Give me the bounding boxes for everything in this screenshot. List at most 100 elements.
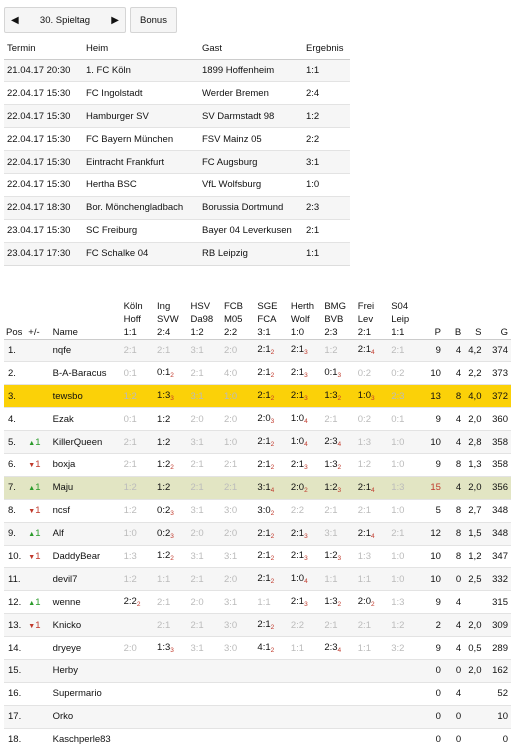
player-name[interactable]: ncsf: [50, 498, 122, 523]
tip-value: 1:2: [157, 482, 171, 494]
standings-row[interactable]: 5. ▲1 KillerQueen 2:1 1:2 3:1 1:0 2:12 1:04 2:34 1…: [4, 430, 511, 454]
standings-row[interactable]: 3. tewsbo 1:2 1:33 3:1 1:0 2:12 2:13 1:32 1:03 2:3…: [4, 384, 511, 408]
tip-cell: 2:12: [255, 544, 289, 568]
player-name[interactable]: Kaschperle83: [50, 727, 122, 752]
total-p: 9: [422, 636, 444, 660]
tip-points: 3: [304, 555, 308, 563]
standings-row[interactable]: 16. Supermario 0 4 52: [4, 681, 511, 706]
standings-row[interactable]: 6. ▼1 boxja 2:1 1:22 2:1 2:1 2:12 2:13 1:32 1:2 1:0…: [4, 452, 511, 477]
total-g: 52: [484, 681, 511, 706]
fixture-away-team: Bayer 04 Leverkusen: [199, 218, 303, 243]
player-name[interactable]: boxja: [50, 452, 122, 477]
trend-value: 1: [35, 505, 41, 517]
total-s: 0,5: [464, 636, 485, 660]
player-name[interactable]: tewsbo: [50, 384, 122, 408]
rank: 2.: [4, 361, 27, 385]
fixture-date: 22.04.17 15:30: [4, 104, 83, 128]
next-arrow-icon[interactable]: ▶: [111, 14, 119, 26]
tip-score: 2:0: [191, 597, 204, 608]
total-g: 332: [484, 567, 511, 591]
tip-points: 2: [170, 463, 174, 471]
tip-points: 3: [337, 372, 342, 380]
tip-cell: 2:2: [288, 498, 323, 523]
tip-value: 0:2: [157, 527, 171, 539]
player-name[interactable]: Supermario: [50, 681, 122, 706]
tip-score: 2:12: [257, 528, 275, 540]
tip-value: 3:1: [324, 528, 338, 540]
prev-arrow-icon[interactable]: ◀: [11, 14, 19, 26]
rank: 3.: [4, 384, 27, 408]
player-name[interactable]: dryeye: [50, 636, 122, 660]
fixture-home-team: FC Bayern München: [83, 127, 199, 151]
bonus-button[interactable]: Bonus: [130, 7, 177, 33]
tip-value: 1:1: [290, 642, 305, 654]
standings-row[interactable]: 8. ▼1 ncsf 1:2 0:23 3:1 3:0 3:02 2:2 2:1 2:1 1:0 5 8 2…: [4, 498, 511, 523]
tip-cell: 2:1: [121, 452, 156, 477]
standings-row[interactable]: 13. ▼1 Knicko 2:1 2:1 3:0 2:12 2:2 2:1 2:1 1:2 2 4 2,…: [4, 613, 511, 637]
total-g: 373: [484, 361, 511, 385]
tip-value: 1:0: [223, 436, 238, 448]
total-p: 9: [422, 452, 444, 477]
player-name[interactable]: Herby: [50, 658, 122, 683]
standings-row[interactable]: 17. Orko 0 0 10: [4, 704, 511, 729]
tip-value: 1:1: [357, 642, 371, 654]
tip-cell: [355, 681, 390, 706]
tip-cell: 0:1: [389, 407, 423, 431]
standings-row[interactable]: 18. Kaschperle83 0 0 0: [4, 727, 511, 752]
standings-row[interactable]: 9. ▲1 Alf 1:0 0:23 2:0 2:0 2:12 2:13 3:1 2:14 2:1 12…: [4, 521, 511, 546]
tip-value: 1:3: [123, 550, 137, 562]
standings-row[interactable]: 2. B-A-Baracus 0:1 0:12 2:1 4:0 2:12 2:13 0:13 0:…: [4, 361, 511, 385]
tip-points: 2: [337, 395, 342, 403]
tip-cell: 3:1: [221, 590, 256, 614]
tip-value: 1:1: [257, 596, 271, 608]
standings-row[interactable]: 10. ▼1 DaddyBear 1:3 1:22 3:1 3:1 2:12 2:13 1:23 1…: [4, 544, 511, 568]
tip-score: 1:22: [157, 550, 174, 562]
total-p: 10: [422, 361, 444, 385]
tip-score: 0:12: [157, 367, 174, 379]
standings-row[interactable]: 7. ▲1 Maju 1:2 1:2 2:1 2:1 3:14 2:02 1:23 2:14 1:3 1…: [4, 475, 511, 500]
tip-score: 0:1: [124, 368, 137, 379]
tip-points: 4: [304, 418, 308, 426]
tip-score: 1:0: [391, 551, 404, 562]
tip-cell: 4:12: [255, 636, 289, 660]
player-name[interactable]: KillerQueen: [50, 430, 122, 454]
total-g: 10: [484, 704, 511, 729]
standings-row[interactable]: 1. nqfe 2:1 2:1 3:1 2:0 2:12 2:13 1:2 2:14 2:1 9 4 4,…: [4, 339, 511, 362]
player-name[interactable]: Ezak: [50, 407, 122, 431]
player-name[interactable]: devil7: [50, 567, 122, 591]
player-name[interactable]: Maju: [50, 475, 122, 500]
triangle-up-icon: ▲: [28, 531, 36, 539]
standings-row[interactable]: 11. devil7 1:2 1:1 2:1 2:0 2:12 1:04 1:1 1:1 1:0 10…: [4, 567, 511, 591]
tip-value: 0:1: [324, 367, 338, 379]
game-header-result: 2:3: [324, 326, 338, 338]
tip-cell: [188, 658, 222, 683]
standings-row[interactable]: 4. Ezak 0:1 1:2 2:0 2:0 2:03 1:04 2:1 0:2 0:1 9 4 2,0…: [4, 407, 511, 431]
tip-cell: 0:13: [322, 361, 356, 385]
standings-row[interactable]: 15. Herby 0 0 2,0 162: [4, 658, 511, 683]
tip-cell: 3:1: [188, 544, 222, 568]
player-name[interactable]: B-A-Baracus: [50, 361, 122, 385]
player-name[interactable]: DaddyBear: [50, 544, 122, 568]
player-name[interactable]: Orko: [50, 704, 122, 729]
player-name[interactable]: Alf: [50, 521, 122, 546]
rank: 12.: [4, 590, 27, 614]
player-name[interactable]: wenne: [50, 590, 122, 614]
tip-points: 2: [270, 463, 275, 471]
tip-value: 1:1: [157, 573, 171, 585]
tip-cell: 2:1: [155, 613, 189, 637]
player-name[interactable]: nqfe: [50, 339, 122, 362]
col-header-trend: +/-: [26, 294, 51, 340]
tip-score: 2:1: [224, 459, 237, 470]
tip-value: 2:0: [290, 481, 305, 493]
standings-row[interactable]: 14. dryeye 2:0 1:33 3:1 3:0 4:12 1:1 2:34 1:1 3:2 9…: [4, 636, 511, 660]
tip-points: 2: [270, 532, 275, 540]
tip-points: 2: [270, 624, 275, 632]
player-name[interactable]: Knicko: [50, 613, 122, 637]
standings-body: 1. nqfe 2:1 2:1 3:1 2:0 2:12 2:13 1:2 2:14 2:1 9 4 4,…: [4, 339, 511, 752]
tip-cell: 1:32: [322, 452, 356, 477]
standings-row[interactable]: 12. ▲1 wenne 2:22 2:1 2:0 3:1 1:1 2:13 1:32 2:02 1:…: [4, 590, 511, 614]
trend: [26, 727, 51, 752]
total-g: 358: [484, 452, 511, 477]
trend: ▲1: [26, 521, 51, 546]
col-header-home: Heim: [83, 38, 199, 60]
